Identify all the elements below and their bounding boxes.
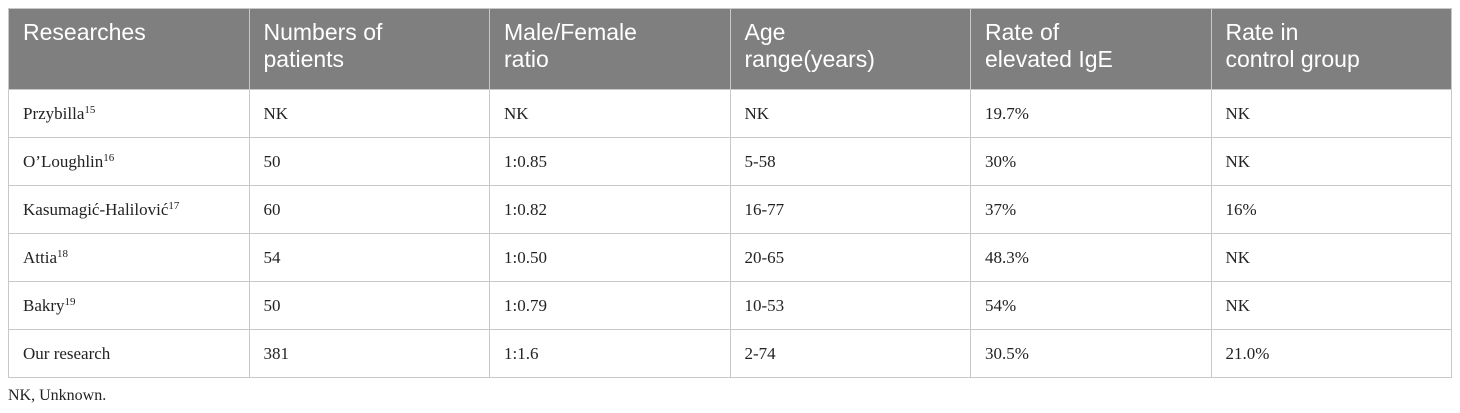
header-cell: Age range(years) <box>729 8 971 90</box>
table-row: Kasumagić-Halilović17 60 1:0.82 16-77 37% 16% <box>8 185 1452 234</box>
table-cell: Przybilla15 <box>8 89 250 138</box>
table-cell: 30% <box>970 137 1212 186</box>
table-cell: 16% <box>1210 185 1452 234</box>
table-cell: 5-58 <box>729 137 971 186</box>
table-row: O’Loughlin16 50 1:0.85 5-58 30% NK <box>8 137 1452 186</box>
study-name: O’Loughlin <box>23 151 104 171</box>
header-row: Researches Numbers of patients Male/Female… <box>8 8 1452 90</box>
table-cell: 1:0.50 <box>489 233 731 282</box>
table-cell: 50 <box>248 137 490 186</box>
table-cell: NK <box>1210 233 1452 282</box>
table-cell: 50 <box>248 281 490 330</box>
table-row: Przybilla15 NK NK NK 19.7% NK <box>8 89 1452 138</box>
study-name: Bakry <box>23 295 65 315</box>
study-name: Our research <box>23 343 111 363</box>
table-cell: 1:0.82 <box>489 185 731 234</box>
reference: 18 <box>57 247 68 260</box>
reference: 19 <box>64 295 76 308</box>
table-cell: NK <box>489 89 731 138</box>
table-cell: Our research <box>8 329 250 378</box>
study-name: Kasumagić-Halilović <box>23 199 169 219</box>
table-cell: NK <box>729 89 971 138</box>
table-cell: 54 <box>248 233 490 282</box>
header-cell: Male/Female ratio <box>489 8 731 90</box>
table-cell: 30.5% <box>970 329 1212 378</box>
table-cell: 16-77 <box>729 185 971 234</box>
table-cell: 20-65 <box>729 233 971 282</box>
table-cell: Attia18 <box>8 233 250 282</box>
table-cell: 10-53 <box>729 281 971 330</box>
study-name: Attia <box>23 247 57 267</box>
table-cell: 54% <box>970 281 1212 330</box>
table-cell: 381 <box>248 329 490 378</box>
table-cell: 37% <box>970 185 1212 234</box>
study-name: Przybilla <box>23 103 85 123</box>
reference: 16 <box>103 151 115 164</box>
table-cell: NK <box>1210 89 1452 138</box>
table-row: Attia18 54 1:0.50 20-65 48.3% NK <box>8 233 1452 282</box>
footnote: NK, Unknown. <box>8 387 107 404</box>
table-cell: 19.7% <box>970 89 1212 138</box>
table-row: Our research 381 1:1.6 2-74 30.5% 21.0% <box>8 329 1452 378</box>
data-table: Researches Numbers of patients Male/Female… <box>8 8 1452 378</box>
table-cell: O’Loughlin16 <box>8 137 250 186</box>
table-row: Bakry19 50 1:0.79 10-53 54% NK <box>8 281 1452 330</box>
table-cell: NK <box>1210 137 1452 186</box>
table-cell: 48.3% <box>970 233 1212 282</box>
table-cell: 1:0.85 <box>489 137 731 186</box>
reference: 17 <box>168 199 180 212</box>
table-cell: Bakry19 <box>8 281 250 330</box>
table-cell: NK <box>1210 281 1452 330</box>
header-cell: Rate of elevated IgE <box>970 8 1212 90</box>
table-cell: 1:0.79 <box>489 281 731 330</box>
table-cell: NK <box>248 89 490 138</box>
table-cell: 2-74 <box>729 329 971 378</box>
table-cell: 21.0% <box>1210 329 1452 378</box>
table-cell: Kasumagić-Halilović17 <box>8 185 250 234</box>
header-cell: Researches <box>8 8 250 90</box>
table-cell: 1:1.6 <box>489 329 731 378</box>
reference: 15 <box>84 103 96 116</box>
header-cell: Numbers of patients <box>248 8 490 90</box>
table-cell: 60 <box>248 185 490 234</box>
header-cell: Rate in control group <box>1210 8 1452 90</box>
